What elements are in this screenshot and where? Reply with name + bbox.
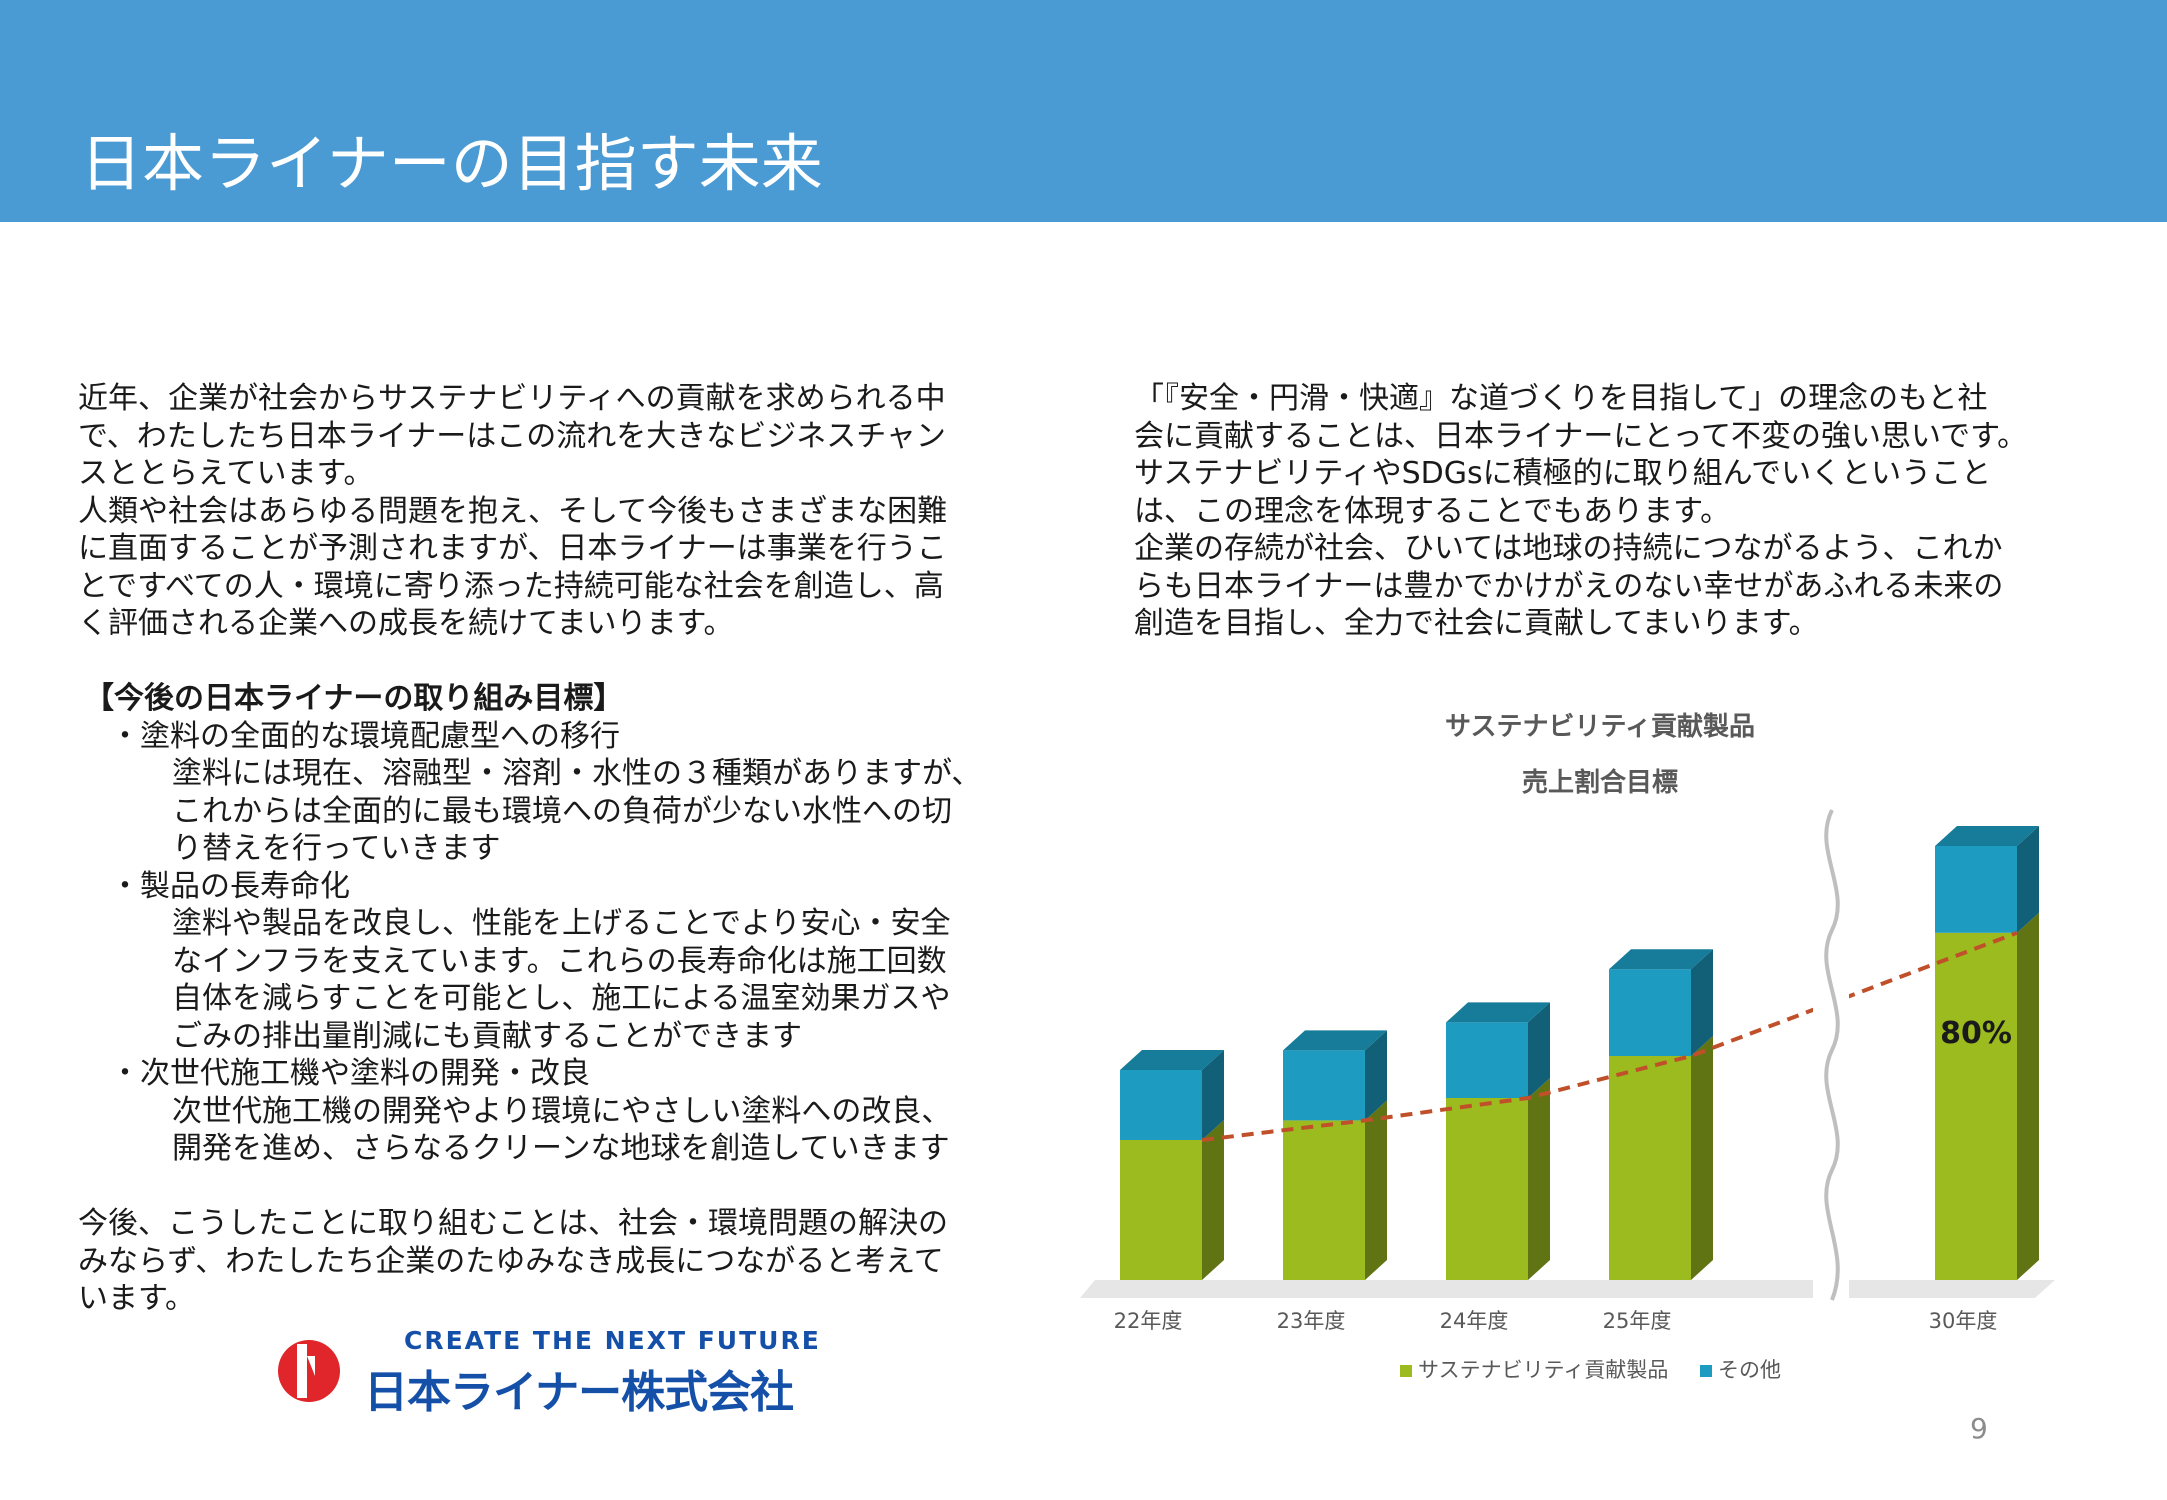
- text-line: 会に貢献することは、日本ライナーにとって不変の強い思いです。: [1134, 418, 2028, 454]
- text-line: で、わたしたち日本ライナーはこの流れを大きなビジネスチャン: [78, 418, 946, 454]
- text-line: 人類や社会はあらゆる問題を抱え、そして今後もさまざまな困難: [78, 493, 948, 529]
- goal-text: なインフラを支えています。これらの長寿命化は施工回数: [172, 943, 947, 979]
- chart-subtitle: 売上割合目標: [1521, 768, 1678, 798]
- bar-sustainable-side-1: [1365, 1100, 1387, 1280]
- bar-top-0: [1120, 1050, 1224, 1070]
- x-tick-label: 23年度: [1277, 1309, 1346, 1333]
- goal-text: 自体を減らすことを可能とし、施工による温室効果ガスや: [172, 981, 951, 1016]
- text-line: は、この理念を体現することでもあります。: [1134, 493, 1731, 529]
- bar-sustainable-3: [1609, 1056, 1691, 1280]
- bar-sustainable-side-3: [1691, 1036, 1713, 1280]
- bar-sustainable-1: [1283, 1120, 1365, 1280]
- goal-item: ・塗料の全面的な環境配慮型への移行 塗料には現在、溶融型・溶剤・水性の３種類があ…: [78, 718, 1038, 868]
- text-line: 創造を目指し、全力で社会に貢献してまいります。: [1134, 606, 1819, 641]
- bar-sustainable-4: [1935, 932, 2017, 1280]
- goal-text: り替えを行っていきます: [172, 831, 501, 866]
- goal-heading: ・次世代施工機や塗料の開発・改良: [110, 1056, 590, 1091]
- bar-sustainable-side-0: [1202, 1120, 1224, 1280]
- bar-top-2: [1446, 1002, 1550, 1023]
- goals-heading: 【今後の日本ライナーの取り組み目標】: [84, 681, 624, 716]
- bar-sustainable-side-2: [1528, 1078, 1550, 1280]
- logo-tagline: CREATE THE NEXT FUTURE: [404, 1326, 821, 1355]
- closing-paragraph: 今後、こうしたことに取り組むことは、社会・環境問題の解決の みならず、わたしたち…: [78, 1205, 1038, 1318]
- goal-item: ・製品の長寿命化 塗料や製品を改良し、性能を上げることでより安心・安全 なインフ…: [78, 868, 1038, 1056]
- logo-company-name: 日本ライナー株式会社: [364, 1367, 794, 1418]
- goal-text: 次世代施工機の開発やより環境にやさしい塗料への改良、: [172, 1093, 952, 1129]
- goal-heading: ・製品の長寿命化: [110, 868, 350, 904]
- goal-text: 塗料や製品を改良し、性能を上げることでより安心・安全: [172, 906, 951, 941]
- x-tick-label: 22年度: [1114, 1309, 1183, 1333]
- bar-other-side-2: [1528, 1002, 1550, 1098]
- goal-item: ・次世代施工機や塗料の開発・改良 次世代施工機の開発やより環境にやさしい塗料への…: [78, 1055, 1038, 1168]
- chart-title: サステナビリティ貢献製品: [1445, 712, 1755, 742]
- bar-other-1: [1283, 1050, 1365, 1121]
- bar-top-4: [1935, 826, 2039, 846]
- x-tick-label: 25年度: [1603, 1309, 1672, 1333]
- legend-swatch-0: [1400, 1365, 1412, 1377]
- chart-floor: [1080, 1280, 2055, 1298]
- bar-other-side-3: [1691, 949, 1713, 1056]
- goal-text: 開発を進め、さらなるクリーンな地球を創造していきます: [172, 1131, 950, 1166]
- trend-line: [1201, 930, 2018, 1142]
- company-logo: CREATE THE NEXT FUTURE 日本ライナー株式会社: [274, 1322, 819, 1418]
- text-line: います。: [78, 1281, 195, 1316]
- chart-canvas: 22年度 23年度 24年度 25年度 30年度 80% サステナビリティ貢献製品 その他: [1080, 802, 2055, 1382]
- goal-heading: ・塗料の全面的な環境配慮型への移行: [110, 718, 620, 754]
- bar-other-0: [1120, 1070, 1202, 1140]
- legend-label-1: その他: [1718, 1358, 1781, 1382]
- goal-text: 塗料には現在、溶融型・溶剤・水性の３種類がありますが、: [172, 756, 982, 791]
- text-line: 近年、企業が社会からサステナビリティへの貢献を求められる中: [78, 381, 946, 416]
- bar-sustainable-0: [1120, 1140, 1202, 1280]
- bar-other-side-1: [1365, 1030, 1387, 1121]
- bar-other-side-4: [2017, 826, 2039, 933]
- page-title: 日本ライナーの目指す未来: [80, 127, 823, 200]
- text-line: サステナビリティやSDGsに積極的に取り組んでいくということ: [1134, 456, 1992, 491]
- header-bar: 日本ライナーの目指す未来: [0, 0, 2167, 222]
- bar-other-4: [1935, 846, 2017, 933]
- bar-other-2: [1446, 1022, 1528, 1098]
- text-line: 「『安全・円滑・快適』な道づくりを目指して」の理念のもと社: [1134, 381, 1988, 416]
- goal-text: これからは全面的に最も環境への負荷が少ない水性への切: [172, 793, 952, 829]
- text-line: 企業の存続が社会、ひいては地球の持続につながるよう、これか: [1134, 531, 2003, 566]
- text-line: みならず、わたしたち企業のたゆみなき成長につながると考えて: [78, 1243, 944, 1279]
- text-line: に直面することが予測されますが、日本ライナーは事業を行うこ: [78, 531, 947, 566]
- text-line: く評価される企業への成長を続けてまいります。: [78, 606, 734, 641]
- bar-other-3: [1609, 969, 1691, 1056]
- bar-sustainable-2: [1446, 1098, 1528, 1280]
- bar-top-1: [1283, 1030, 1387, 1051]
- x-tick-label: 24年度: [1440, 1309, 1509, 1333]
- bar-top-3: [1609, 949, 1713, 970]
- logo-mark-icon: [278, 1340, 340, 1402]
- page-number: 9: [1970, 1412, 1988, 1445]
- bar-sustainable-side-4: [2017, 912, 2039, 1280]
- text-line: スととらえています。: [78, 456, 374, 491]
- intro-paragraph: 近年、企業が社会からサステナビリティへの貢献を求められる中 で、わたしたち日本ラ…: [78, 380, 1038, 643]
- goal-text: ごみの排出量削減にも貢献することができます: [172, 1018, 802, 1054]
- text-line: らも日本ライナーは豊かでかけがえのない幸せがあふれる未来の: [1134, 568, 2004, 604]
- legend-swatch-1: [1700, 1365, 1712, 1377]
- sales-ratio-chart: サステナビリティ貢献製品 売上割合目標 22年度 23年度 24年度 25年度 30年度…: [1080, 690, 2120, 1410]
- axis-break-mark: [1824, 809, 1840, 1301]
- text-line: 今後、こうしたことに取り組むことは、社会・環境問題の解決の: [78, 1206, 948, 1241]
- left-column: 近年、企業が社会からサステナビリティへの貢献を求められる中 で、わたしたち日本ラ…: [78, 380, 1038, 1318]
- right-column: 「『安全・円滑・快適』な道づくりを目指して」の理念のもと社 会に貢献することは、…: [1134, 380, 2094, 643]
- text-line: とですべての人・環境に寄り添った持続可能な社会を創造し、高: [78, 568, 944, 604]
- bar-other-side-0: [1202, 1050, 1224, 1140]
- data-label: 80%: [1940, 1016, 2012, 1051]
- legend-label-0: サステナビリティ貢献製品: [1418, 1358, 1668, 1382]
- x-tick-label: 30年度: [1929, 1309, 1998, 1333]
